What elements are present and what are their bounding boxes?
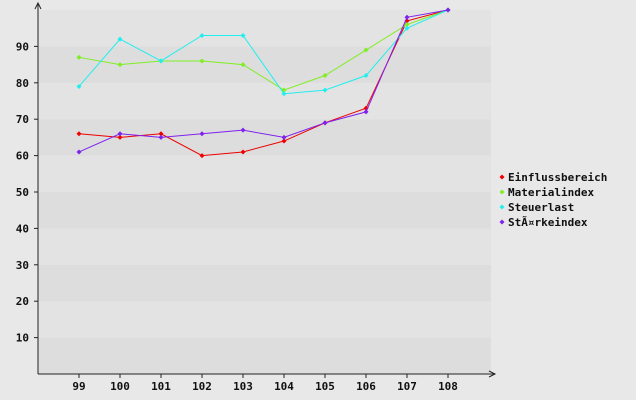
legend-item: StÃ¤rkeindex xyxy=(499,216,588,229)
legend-marker xyxy=(499,174,505,180)
grid-band xyxy=(38,192,491,229)
x-tick-label: 105 xyxy=(315,380,335,393)
legend-label: Einflussbereich xyxy=(508,171,607,184)
grid-band xyxy=(38,337,491,374)
data-point xyxy=(117,62,123,68)
axes xyxy=(34,1,497,378)
data-point xyxy=(281,138,287,144)
data-point xyxy=(404,22,410,28)
y-tick-label: 80 xyxy=(16,77,29,90)
y-tick-label: 40 xyxy=(16,222,29,235)
y-tick-label: 90 xyxy=(16,40,29,53)
grid-bands xyxy=(38,10,491,374)
data-point xyxy=(322,73,328,79)
legend-item: Einflussbereich xyxy=(499,171,607,184)
data-point xyxy=(240,62,246,68)
y-tick-label: 30 xyxy=(16,259,29,272)
legend-marker xyxy=(499,204,505,210)
legend: Einflussbereich Materialindex Steuerlast St… xyxy=(499,171,607,229)
data-point xyxy=(199,153,205,159)
x-tick-label: 106 xyxy=(356,380,376,393)
legend-label: Steuerlast xyxy=(508,201,574,214)
x-tick-label: 102 xyxy=(192,380,212,393)
y-tick-label: 60 xyxy=(16,150,29,163)
data-point xyxy=(281,134,287,140)
data-point xyxy=(199,58,205,64)
grid-band xyxy=(38,46,491,83)
series-lines xyxy=(76,7,451,159)
data-point xyxy=(363,47,369,53)
data-point xyxy=(76,54,82,60)
data-point xyxy=(240,127,246,133)
data-point xyxy=(76,83,82,89)
legend-marker xyxy=(499,189,505,195)
grid-band xyxy=(38,119,491,156)
data-point xyxy=(281,91,287,97)
x-tick-label: 101 xyxy=(151,380,171,393)
x-tick-label: 107 xyxy=(397,380,417,393)
series-line xyxy=(78,9,449,91)
y-axis-ticks: 10 20 30 40 50 60 70 80 90 xyxy=(16,40,38,345)
x-tick-label: 99 xyxy=(72,380,85,393)
data-point xyxy=(158,131,164,137)
legend-label: Materialindex xyxy=(508,186,594,199)
x-tick-label: 104 xyxy=(274,380,294,393)
y-tick-label: 20 xyxy=(16,295,29,308)
series-line xyxy=(78,9,449,95)
data-point xyxy=(404,25,410,31)
data-point xyxy=(117,134,123,140)
legend-marker xyxy=(499,219,505,225)
data-point xyxy=(445,7,451,13)
grid-band xyxy=(38,10,491,47)
legend-item: Steuerlast xyxy=(499,201,574,214)
data-point xyxy=(76,131,82,137)
grid-band xyxy=(38,301,491,338)
data-point xyxy=(240,149,246,155)
y-tick-label: 10 xyxy=(16,332,29,345)
x-tick-label: 103 xyxy=(233,380,253,393)
y-tick-label: 70 xyxy=(16,113,29,126)
grid-band xyxy=(38,264,491,302)
data-point xyxy=(322,87,328,93)
legend-label: StÃ¤rkeindex xyxy=(508,216,588,229)
series-line xyxy=(78,9,449,153)
series-3 xyxy=(76,7,451,155)
data-point xyxy=(322,120,328,126)
data-point xyxy=(404,14,410,20)
data-point xyxy=(117,131,123,137)
y-axis-arrow xyxy=(34,1,42,10)
data-point xyxy=(117,36,123,42)
y-tick-label: 50 xyxy=(16,186,29,199)
data-point xyxy=(240,32,246,38)
x-tick-label: 108 xyxy=(438,380,458,393)
grid-band xyxy=(38,82,491,120)
data-point xyxy=(76,149,82,155)
data-point xyxy=(158,58,164,64)
data-point xyxy=(199,131,205,137)
data-point xyxy=(158,134,164,140)
x-axis-arrow xyxy=(488,370,497,378)
data-point xyxy=(363,73,369,79)
legend-item: Materialindex xyxy=(499,186,594,199)
x-tick-label: 100 xyxy=(110,380,130,393)
grid-band xyxy=(38,155,491,192)
data-point xyxy=(199,32,205,38)
data-point xyxy=(363,109,369,115)
grid-band xyxy=(38,228,491,265)
x-axis-ticks: 99 100 101 102 103 104 105 106 107 108 xyxy=(72,374,458,393)
